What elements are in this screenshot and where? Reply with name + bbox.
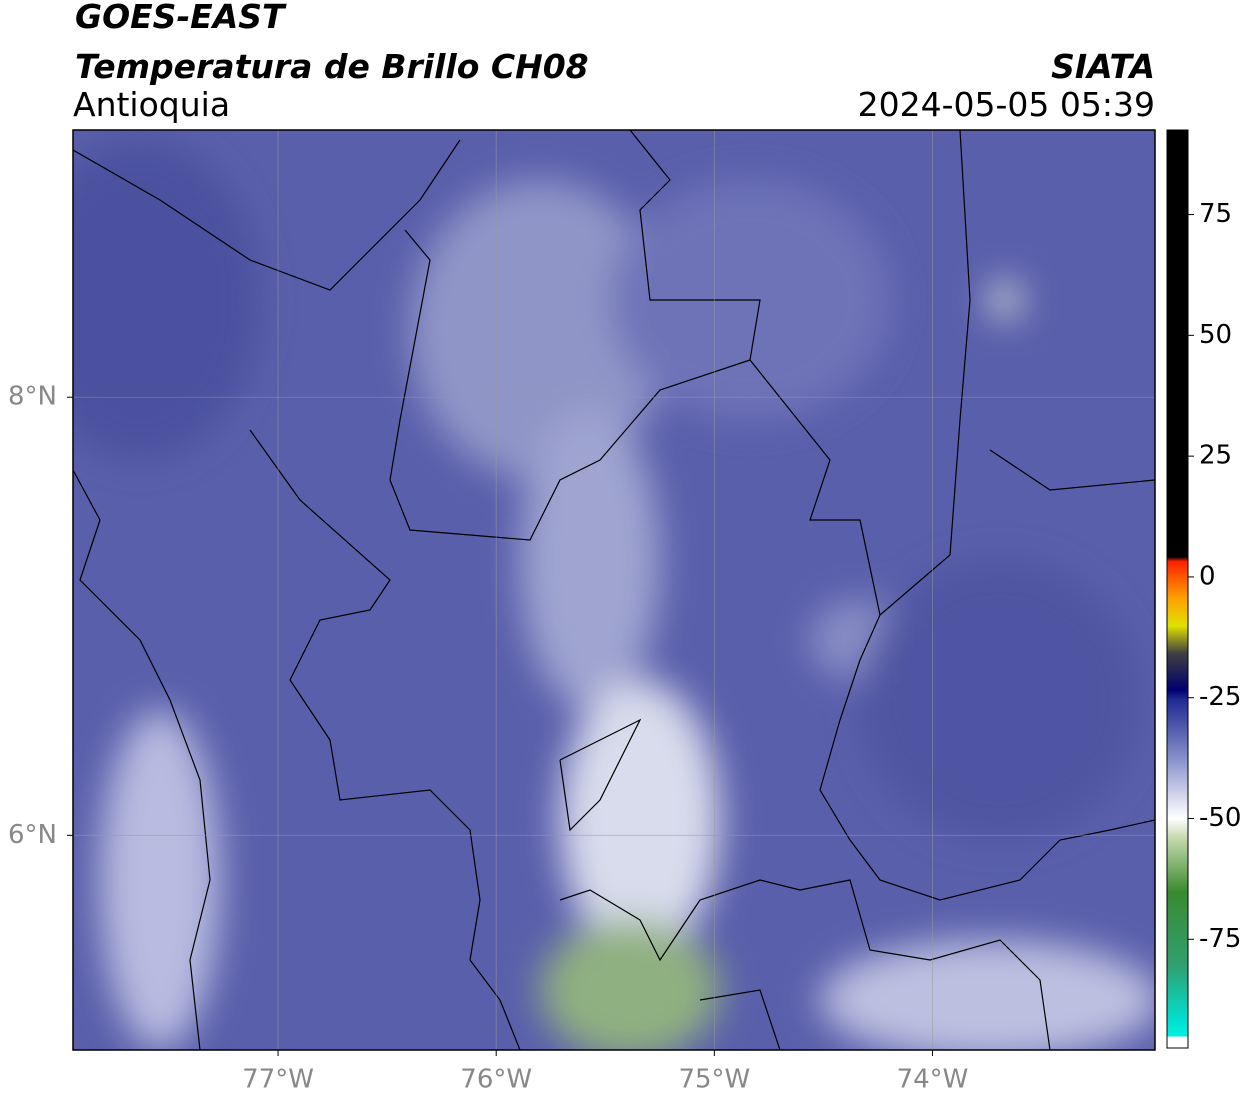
x-tick-label: 75°W <box>678 1065 750 1095</box>
map-frame <box>72 129 1156 1051</box>
colorbar-tick-label: 25 <box>1199 441 1232 471</box>
subtitle: Temperatura de Brillo CH08 <box>75 47 589 86</box>
x-tick-label: 74°W <box>897 1065 969 1095</box>
map <box>73 130 1155 1050</box>
colorbar-tick-label: 0 <box>1199 561 1216 591</box>
colorbar-ticks: 75 50 25 0 -25 -50 -75 <box>1188 199 1241 954</box>
cloud-field <box>73 140 1155 1050</box>
colorbar-tick-label: 50 <box>1199 320 1232 350</box>
x-tick-label: 76°W <box>460 1065 532 1095</box>
colorbar-tick-label: 75 <box>1199 199 1232 229</box>
region: Antioquia <box>73 85 230 124</box>
y-tick-label: 6°N <box>8 820 57 850</box>
grid <box>73 130 1155 1050</box>
x-tick-label: 77°W <box>242 1065 314 1095</box>
timestamp: 2024-05-05 05:39 <box>858 85 1155 124</box>
colorbar <box>1166 129 1189 1049</box>
colorbar-tick-label: -75 <box>1199 924 1241 954</box>
colorbar-tick-label: -25 <box>1199 682 1241 712</box>
title: GOES-EAST <box>75 0 287 36</box>
axis-ticks: 77°W 76°W 75°W 74°W 8°N 6°N <box>8 382 968 1095</box>
source: SIATA <box>1051 47 1155 86</box>
y-tick-label: 8°N <box>8 382 57 412</box>
colorbar-tick-label: -50 <box>1199 803 1241 833</box>
